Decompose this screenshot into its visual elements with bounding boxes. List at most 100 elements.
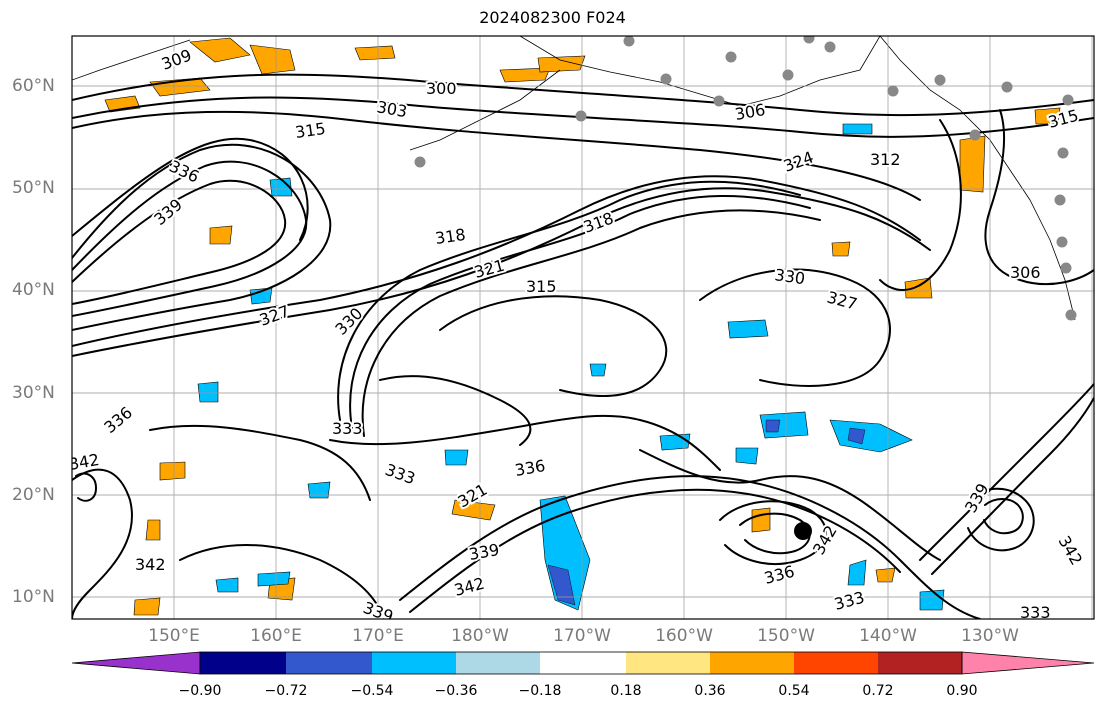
contour-line	[72, 179, 287, 305]
cyclone-center-marker	[794, 522, 812, 540]
contour-label: 333	[1020, 603, 1051, 622]
colorbar-segment	[710, 652, 794, 674]
colorbar-tick-label: −0.54	[350, 683, 394, 699]
contour-line	[72, 96, 1094, 138]
contour-line	[879, 119, 962, 291]
contour-line	[72, 468, 133, 619]
contour-label: 315	[526, 277, 557, 296]
colorbar-segment	[794, 652, 878, 674]
shaded-patch	[249, 44, 296, 75]
contour-label: 306	[1010, 263, 1041, 282]
station-marker	[660, 73, 672, 85]
shaded-patch	[354, 45, 396, 61]
station-marker	[934, 74, 946, 86]
contour-label: 330	[773, 265, 806, 288]
contour-label: 300	[426, 79, 457, 98]
shaded-patch	[831, 241, 851, 257]
shaded-patch	[847, 559, 867, 586]
colorbar-tick-label: 0.36	[694, 683, 726, 699]
contour-line	[967, 487, 1035, 552]
shaded-patch	[307, 481, 331, 499]
shaded-patch	[451, 499, 496, 521]
station-marker	[575, 110, 587, 122]
lon-label: 170°E	[352, 626, 404, 646]
station-marker	[1057, 147, 1069, 159]
shaded-patch	[919, 589, 945, 611]
contour-line	[149, 424, 371, 501]
colorbar-tick-label: −0.90	[178, 683, 222, 699]
shaded-patch	[539, 495, 591, 611]
map-title: 2024082300 F024	[479, 8, 626, 27]
coastline-asia	[72, 39, 191, 81]
colorbar-segment	[540, 652, 626, 674]
station-marker	[887, 85, 899, 97]
lon-label: 140°W	[859, 626, 917, 646]
shaded-patch	[959, 135, 986, 193]
lat-label: 20°N	[12, 485, 55, 505]
contour-line	[409, 488, 901, 613]
station-marker	[803, 36, 815, 44]
colorbar-tick-label: 0.90	[946, 683, 978, 699]
colorbar-tick-label: 0.54	[778, 683, 810, 699]
map-plot-area: 300 303 306 306 309 312 315 315 315 318 …	[72, 36, 1094, 622]
station-marker	[623, 36, 635, 47]
contour-line	[75, 472, 98, 502]
map-frame	[71, 35, 1095, 620]
shaded-patch	[257, 571, 291, 587]
lon-label: 130°W	[961, 626, 1019, 646]
contour-line	[337, 180, 801, 421]
colorbar-tick-label: 0.18	[610, 683, 642, 699]
station-marker	[1062, 94, 1074, 106]
contour-line	[439, 295, 668, 397]
contour-line	[72, 73, 1094, 117]
station-marker	[1054, 194, 1066, 206]
colorbar-segment	[372, 652, 456, 674]
lon-label: 150°E	[148, 626, 200, 646]
contour-line	[72, 110, 921, 201]
contour-line	[399, 475, 981, 619]
contour-line	[699, 268, 891, 387]
lat-label: 30°N	[12, 383, 55, 403]
lon-label: 180°W	[451, 626, 509, 646]
shaded-patch	[269, 177, 293, 197]
contour-line	[379, 375, 532, 446]
shaded-patch	[209, 225, 233, 245]
station-marker	[824, 41, 836, 53]
shaded-patch	[444, 449, 469, 466]
colorbar-tick-label: −0.72	[264, 683, 308, 699]
shaded-patch	[547, 564, 576, 606]
shaded-patch	[875, 567, 896, 583]
contour-lines	[72, 73, 1094, 619]
lat-label: 50°N	[12, 178, 55, 198]
gridlines	[72, 36, 1094, 619]
contour-line	[72, 187, 931, 357]
contour-label: 342	[135, 555, 166, 574]
station-marker	[782, 69, 794, 81]
station-marker	[969, 129, 981, 141]
contour-line	[984, 109, 1094, 286]
station-marker	[725, 51, 737, 63]
shaded-patch	[589, 363, 607, 377]
shaded-patch	[537, 55, 586, 73]
contour-label: 312	[870, 150, 901, 169]
contour-line	[983, 498, 1024, 535]
station-markers	[414, 36, 1077, 321]
shaded-patch	[159, 461, 186, 481]
contour-line	[349, 195, 811, 429]
coastline-na-west	[879, 36, 1076, 321]
colorbar-segment	[200, 652, 286, 674]
colorbar-segment	[456, 652, 540, 674]
lon-label: 160°W	[655, 626, 713, 646]
colorbar-extend-min	[71, 651, 201, 675]
shaded-patch	[499, 67, 551, 83]
contour-line	[719, 500, 827, 566]
shaded-patch	[751, 507, 771, 533]
colorbar-tick-label: 0.72	[862, 683, 894, 699]
colorbar-segment	[878, 652, 962, 674]
shaded-patch	[215, 577, 239, 593]
colorbar-tick-label: −0.18	[518, 683, 562, 699]
contour-line	[639, 449, 941, 561]
station-marker	[1065, 309, 1077, 321]
contour-line	[72, 137, 309, 241]
